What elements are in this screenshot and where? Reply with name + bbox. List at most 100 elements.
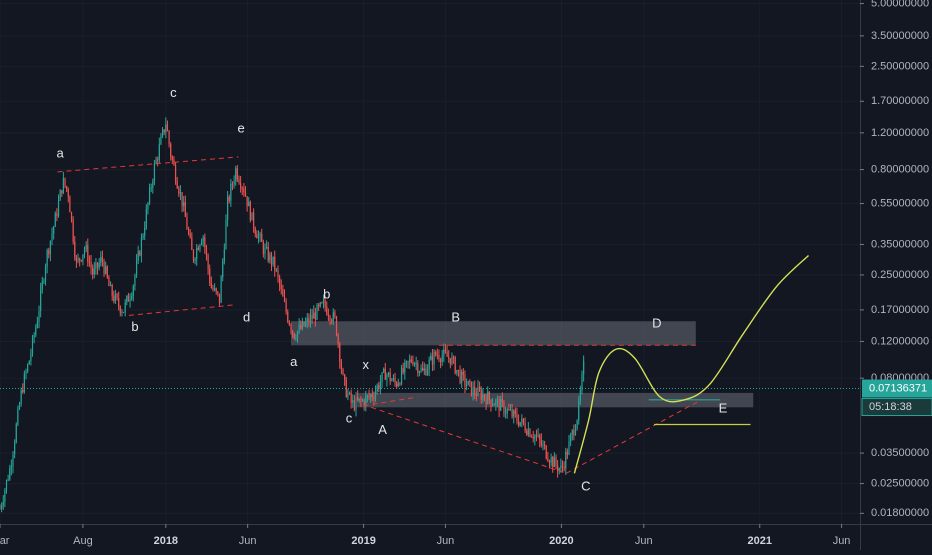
candle-body[interactable] <box>571 430 573 436</box>
candle-body[interactable] <box>370 394 372 397</box>
candle-body[interactable] <box>170 143 172 157</box>
candle-body[interactable] <box>87 244 89 262</box>
candle-body[interactable] <box>2 501 4 506</box>
candle-body[interactable] <box>529 429 531 437</box>
candle-body[interactable] <box>231 184 234 186</box>
candle-body[interactable] <box>109 285 112 287</box>
candle-body[interactable] <box>318 305 320 307</box>
candle-body[interactable] <box>503 401 505 414</box>
candle-body[interactable] <box>222 261 224 278</box>
candle-body[interactable] <box>275 269 277 271</box>
candle-body[interactable] <box>329 316 331 321</box>
candle-body[interactable] <box>449 358 451 365</box>
candle-body[interactable] <box>376 385 378 392</box>
candle-body[interactable] <box>537 435 539 437</box>
candle-body[interactable] <box>565 451 567 469</box>
candle-body[interactable] <box>191 237 193 251</box>
candle-body[interactable] <box>10 466 12 469</box>
candle-body[interactable] <box>197 247 199 250</box>
candle-body[interactable] <box>314 312 316 320</box>
candle-body[interactable] <box>35 327 37 336</box>
candle-body[interactable] <box>326 306 328 315</box>
candle-body[interactable] <box>46 250 48 267</box>
candle-body[interactable] <box>387 372 390 375</box>
candle-body[interactable] <box>371 394 373 398</box>
candle-body[interactable] <box>23 373 25 393</box>
candle-body[interactable] <box>88 261 91 263</box>
candle-body[interactable] <box>514 410 516 414</box>
candle-body[interactable] <box>17 408 19 425</box>
candle-body[interactable] <box>570 435 572 442</box>
candle-body[interactable] <box>391 380 393 382</box>
candle-body[interactable] <box>384 368 386 380</box>
candle-body[interactable] <box>576 420 578 429</box>
candle-body[interactable] <box>365 396 367 407</box>
candle-body[interactable] <box>462 371 464 375</box>
candle-body[interactable] <box>274 256 276 270</box>
candle-body[interactable] <box>248 201 250 207</box>
candle-body[interactable] <box>397 383 399 387</box>
candle-body[interactable] <box>490 399 492 406</box>
candle-body[interactable] <box>402 368 404 373</box>
candle-body[interactable] <box>101 256 104 262</box>
candle-body[interactable] <box>574 428 577 435</box>
candle-body[interactable] <box>152 181 154 188</box>
candle-body[interactable] <box>495 400 497 405</box>
candle-body[interactable] <box>48 250 50 255</box>
candle-body[interactable] <box>461 371 463 383</box>
candle-body[interactable] <box>413 363 416 365</box>
candle-body[interactable] <box>79 258 81 261</box>
candle-body[interactable] <box>355 396 357 410</box>
candle-body[interactable] <box>220 277 222 303</box>
candle-body[interactable] <box>316 305 318 320</box>
candle-body[interactable] <box>508 409 510 411</box>
candle-body[interactable] <box>202 237 204 241</box>
candle-body[interactable] <box>111 285 113 297</box>
candle-body[interactable] <box>176 181 178 189</box>
candle-body[interactable] <box>22 389 24 393</box>
candle-body[interactable] <box>544 444 546 446</box>
candle-body[interactable] <box>75 257 78 262</box>
candle-body[interactable] <box>550 457 552 463</box>
candle-body[interactable] <box>80 260 82 262</box>
candle-body[interactable] <box>36 322 38 328</box>
candle-body[interactable] <box>474 386 476 394</box>
candle-body[interactable] <box>82 254 84 261</box>
candle-body[interactable] <box>279 276 281 286</box>
candle-body[interactable] <box>264 247 266 254</box>
candle-body[interactable] <box>535 435 538 437</box>
candle-body[interactable] <box>148 188 151 203</box>
candle-body[interactable] <box>394 377 396 383</box>
candle-body[interactable] <box>581 374 583 391</box>
candle-body[interactable] <box>53 226 55 234</box>
candle-body[interactable] <box>14 442 16 455</box>
resistance-zone[interactable] <box>357 392 754 408</box>
candle-body[interactable] <box>420 368 422 372</box>
candle-body[interactable] <box>519 422 521 426</box>
candle-body[interactable] <box>25 371 27 374</box>
candle-body[interactable] <box>155 159 157 164</box>
candle-body[interactable] <box>181 192 183 207</box>
candle-body[interactable] <box>480 390 482 400</box>
candle-body[interactable] <box>303 321 305 327</box>
resistance-zone[interactable] <box>291 321 696 346</box>
candle-body[interactable] <box>205 247 208 256</box>
candle-body[interactable] <box>475 393 477 396</box>
candle-body[interactable] <box>331 320 333 322</box>
candle-body[interactable] <box>96 262 99 268</box>
candle-body[interactable] <box>400 368 403 385</box>
candle-body[interactable] <box>93 268 95 275</box>
candle-body[interactable] <box>293 333 295 339</box>
candle-body[interactable] <box>83 249 86 255</box>
candle-body[interactable] <box>135 260 138 276</box>
candle-body[interactable] <box>9 468 11 480</box>
candle-body[interactable] <box>542 444 544 446</box>
candle-body[interactable] <box>363 400 365 407</box>
candle-body[interactable] <box>179 192 182 194</box>
candle-body[interactable] <box>192 250 195 261</box>
candle-body[interactable] <box>342 369 344 375</box>
candle-body[interactable] <box>389 372 391 382</box>
candle-body[interactable] <box>194 259 196 261</box>
candle-body[interactable] <box>54 213 56 227</box>
candle-body[interactable] <box>334 312 336 317</box>
